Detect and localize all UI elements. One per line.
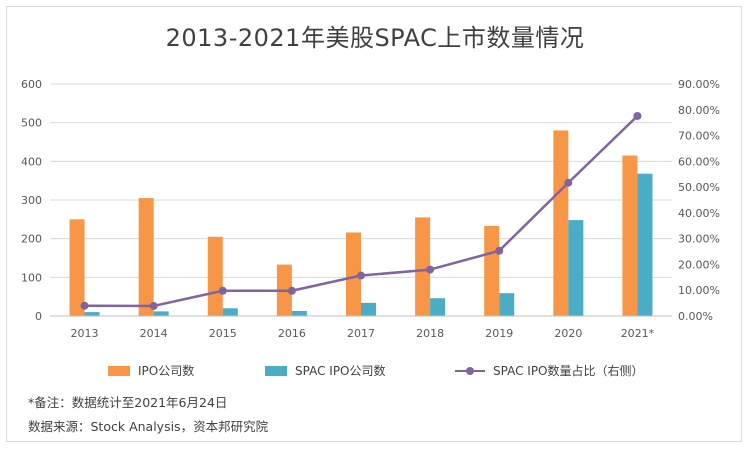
bar-spac (291, 310, 307, 316)
y-right-tick-label: 10.00% (678, 284, 720, 297)
chart-title: 2013-2021年美股SPAC上市数量情况 (165, 24, 585, 52)
point-spac-ratio (218, 286, 227, 295)
x-tick-label: 2021* (621, 327, 655, 340)
legend-item-spac: SPAC IPO公司数 (265, 362, 386, 379)
bar-spac (568, 220, 584, 316)
y-left-tick-label: 0 (35, 310, 42, 323)
y-left-tick-label: 200 (21, 233, 42, 246)
legend-label-ratio: SPAC IPO数量占比（右侧） (493, 364, 644, 378)
y-right-tick-label: 50.00% (678, 181, 720, 194)
bar-spac (430, 298, 446, 316)
point-spac-ratio (149, 301, 158, 310)
bar-spac (84, 312, 100, 316)
y-left-tick-label: 600 (21, 78, 42, 91)
footnote-remark: *备注：数据统计至2021年6月24日 (28, 395, 228, 410)
footnote-source: 数据来源：Stock Analysis，资本邦研究院 (28, 419, 269, 434)
legend-swatch-ipo (108, 365, 130, 376)
bar-ipo (622, 155, 638, 316)
x-tick-label: 2018 (416, 327, 444, 340)
legend-swatch-ratio (455, 366, 485, 376)
point-spac-ratio (80, 301, 89, 310)
bar-ipo (553, 130, 569, 316)
bar-spac (637, 173, 653, 316)
y-right-tick-label: 20.00% (678, 258, 720, 271)
y-right-tick-label: 0.00% (678, 310, 713, 323)
x-tick-label: 2020 (554, 327, 582, 340)
x-tick-label: 2017 (347, 327, 375, 340)
x-tick-label: 2014 (140, 327, 168, 340)
bar-spac (499, 293, 515, 316)
point-spac-ratio (633, 111, 642, 120)
bar-ipo (138, 198, 154, 316)
x-tick-label: 2013 (71, 327, 99, 340)
legend-item-ratio: SPAC IPO数量占比（右侧） (455, 362, 644, 379)
legend-swatch-spac (265, 365, 287, 376)
y-right-tick-label: 80.00% (678, 104, 720, 117)
y-right-tick-label: 90.00% (678, 78, 720, 91)
legend-label-spac: SPAC IPO公司数 (295, 364, 386, 378)
bar-ipo (415, 217, 431, 316)
bar-spac (222, 308, 238, 316)
point-spac-ratio (564, 178, 573, 187)
bar-spac (361, 302, 376, 316)
legend-label-ipo: IPO公司数 (138, 364, 195, 378)
bar-ipo (69, 219, 85, 316)
y-right-tick-label: 40.00% (678, 207, 720, 220)
y-left-tick-label: 500 (21, 117, 42, 130)
y-right-tick-label: 60.00% (678, 155, 720, 168)
y-right-tick-label: 30.00% (678, 233, 720, 246)
bar-ipo (484, 225, 500, 316)
legend-item-ipo: IPO公司数 (108, 362, 194, 379)
point-spac-ratio (426, 265, 435, 274)
point-spac-ratio (287, 286, 296, 295)
bar-ipo (207, 236, 223, 316)
bar-ipo (346, 232, 361, 316)
x-tick-label: 2015 (209, 327, 237, 340)
y-left-tick-label: 400 (21, 155, 42, 168)
bar-spac (153, 311, 169, 316)
y-right-tick-label: 70.00% (678, 130, 720, 143)
x-tick-label: 2016 (278, 327, 306, 340)
point-spac-ratio (357, 271, 365, 280)
y-left-tick-label: 300 (21, 194, 42, 207)
y-left-tick-label: 100 (21, 271, 42, 284)
x-tick-label: 2019 (485, 327, 513, 340)
point-spac-ratio (495, 246, 504, 255)
